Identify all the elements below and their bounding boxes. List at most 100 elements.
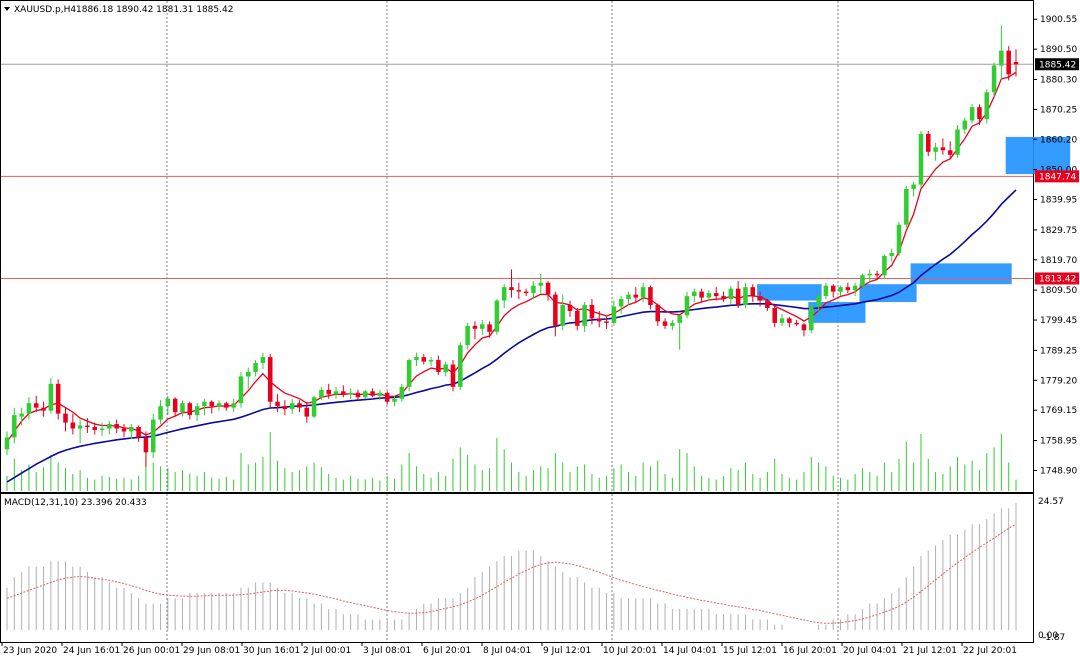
candle-bear	[794, 322, 799, 325]
candle-bull	[363, 391, 368, 398]
price-tick-label: 1860.20	[1040, 135, 1077, 145]
candle-bull	[933, 147, 938, 152]
candle-bull	[392, 398, 397, 402]
zone-layer	[757, 136, 1071, 323]
price-tick-label: 1829.75	[1040, 226, 1077, 236]
grid-layer	[166, 1, 839, 642]
candle-bull	[538, 282, 544, 286]
candle-bear	[947, 150, 953, 155]
candle-bear	[735, 288, 741, 306]
macd-pane-frame	[0, 493, 1034, 643]
candle-bull	[19, 413, 24, 417]
candle-bull	[670, 322, 675, 326]
price-tick-label: 1779.20	[1040, 376, 1077, 386]
candle-bear	[450, 364, 456, 387]
candle-bull	[260, 357, 266, 364]
candle-bear	[85, 425, 90, 428]
level-a-tag-bg	[1035, 170, 1079, 183]
candle-bear	[699, 291, 704, 298]
candle-bear	[33, 403, 39, 408]
candle-bear	[304, 407, 310, 417]
candle-bear	[275, 401, 280, 407]
level-a-tag: 1847.74	[1039, 172, 1076, 182]
candle-bull	[348, 392, 353, 395]
candle-bull	[414, 357, 419, 361]
candle-bear	[355, 392, 361, 398]
candle-bear	[772, 307, 777, 323]
candle-bear	[721, 296, 726, 300]
candle-bear	[70, 422, 76, 429]
candle-bull	[428, 360, 434, 362]
candle-bear	[172, 398, 178, 413]
time-tick-label: 10 Jul 20:01	[603, 646, 657, 656]
symbol-label: XAUUSD.p,H4	[14, 5, 76, 15]
supply-demand-zone	[859, 284, 917, 303]
price-tick-label: 1799.45	[1040, 316, 1077, 326]
triangle-down-icon[interactable]	[4, 7, 10, 11]
time-tick-label: 26 Jun 00:01	[123, 646, 180, 656]
candle-bull	[180, 403, 185, 413]
candle-bull	[158, 406, 163, 420]
macd-indicator	[6, 503, 1017, 631]
candle-bull	[26, 403, 32, 414]
candle-bull	[904, 188, 909, 225]
candle-bear	[648, 287, 653, 306]
price-tick-label: 1819.70	[1040, 256, 1077, 266]
macd-min-label: -1.87	[1042, 633, 1065, 643]
candle-bull	[809, 306, 814, 331]
time-tick-label: 16 Jul 20:01	[783, 646, 837, 656]
candle-bear	[567, 305, 573, 311]
candle-bear	[136, 427, 141, 438]
candle-bull	[399, 386, 405, 399]
candle-bear	[121, 428, 127, 432]
candle-bull	[246, 371, 251, 377]
candle-bear	[384, 392, 390, 402]
candle-bull	[911, 184, 916, 189]
ma-slow-line	[6, 189, 1017, 483]
candle-bull	[194, 406, 200, 416]
price-tick-label: 1870.25	[1040, 105, 1077, 115]
candle-bear	[267, 357, 273, 402]
candle-bear	[63, 413, 68, 423]
candle-bear	[589, 305, 595, 319]
candle-bear	[41, 407, 46, 411]
candle-bull	[494, 300, 500, 332]
candle-bear	[713, 293, 719, 297]
time-tick-label: 9 Jul 12:01	[543, 646, 591, 656]
candle-bear	[421, 357, 427, 362]
candle-bull	[684, 296, 690, 316]
candle-bull	[823, 285, 829, 297]
ohlc-label: 1886.18 1890.42 1881.31 1885.42	[76, 5, 233, 15]
price-tick-label: 1900.55	[1040, 15, 1077, 25]
candle-bull	[692, 291, 697, 297]
candle-bull	[860, 275, 865, 286]
candle-bull	[962, 120, 968, 130]
price-tick-label: 1769.15	[1040, 406, 1077, 416]
candle-bear	[1006, 50, 1011, 75]
time-axis: 23 Jun 2020 24 Jun 16:01 26 Jun 00:01 29 Ju…	[1, 642, 1017, 656]
time-tick-label: 23 Jun 2020	[3, 646, 57, 656]
candle-bear	[92, 427, 98, 430]
candle-bull	[779, 318, 785, 323]
candle-bull	[165, 398, 171, 407]
price-tick-label: 1758.95	[1040, 437, 1077, 447]
candle-bear	[575, 310, 580, 326]
candle-bull	[889, 252, 894, 256]
candle-bull	[882, 255, 887, 276]
candle-bear	[187, 403, 193, 416]
time-tick-label: 20 Jul 04:01	[843, 646, 897, 656]
time-tick-label: 22 Jul 20:01	[963, 646, 1017, 656]
candle-bull	[501, 287, 507, 301]
candle-bear	[487, 324, 492, 332]
candle-bull	[640, 287, 646, 298]
candle-bear	[436, 360, 441, 372]
candle-bull	[560, 305, 565, 326]
current-price-tag: 1885.42	[1039, 60, 1076, 70]
candle-bull	[99, 428, 105, 430]
macd-zero-label: 0.00	[1038, 631, 1058, 641]
candles	[4, 25, 1019, 468]
candle-bull	[465, 325, 470, 346]
